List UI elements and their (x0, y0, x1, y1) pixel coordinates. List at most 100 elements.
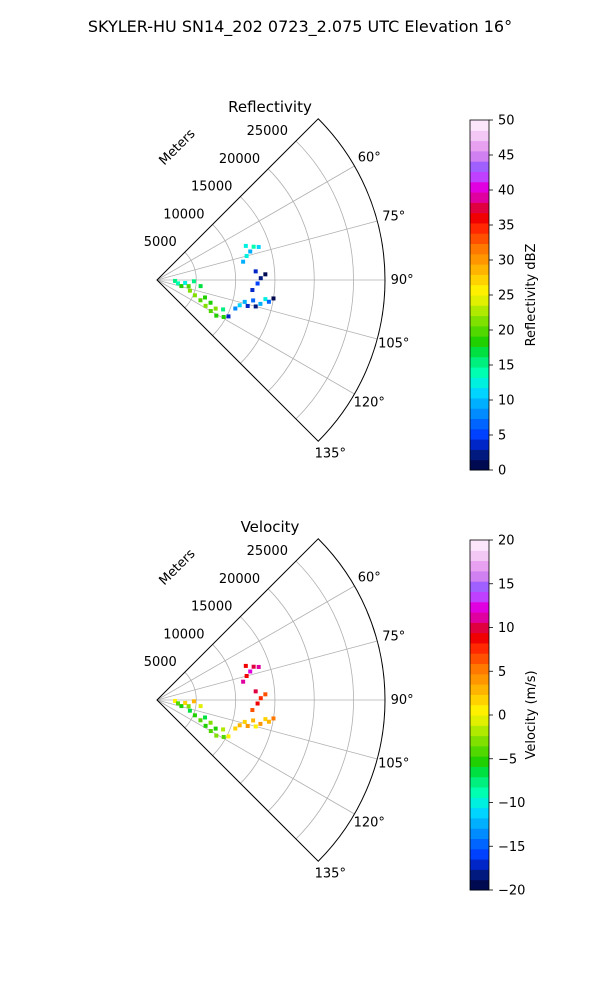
colorbar-segment (470, 828, 489, 840)
data-point (187, 708, 192, 713)
data-point (237, 723, 242, 728)
colorbar-segment (470, 848, 489, 860)
reflectivity-panel: Reflectivity60°75°90°105°120°135°5000100… (144, 98, 539, 479)
azimuth-tick-label: 90° (391, 693, 414, 708)
colorbar-segment (470, 787, 489, 798)
data-point (245, 304, 250, 309)
data-point (192, 293, 197, 298)
data-point (183, 280, 188, 285)
colorbar-segment (470, 550, 489, 562)
colorbar-segment (470, 663, 489, 675)
range-ring (212, 224, 236, 336)
data-point (237, 303, 242, 308)
panel-title: Velocity (241, 518, 300, 536)
data-point (255, 281, 260, 286)
data-point (258, 301, 263, 306)
data-point (233, 306, 238, 311)
range-ring (295, 140, 354, 420)
colorbar-label: Velocity (m/s) (524, 670, 539, 759)
colorbar-segment (470, 838, 489, 850)
data-point (251, 244, 256, 249)
colorbar-segment (470, 715, 489, 726)
colorbar-segment (470, 171, 489, 183)
data-point (192, 713, 197, 718)
data-point (179, 284, 184, 289)
range-ring (267, 588, 315, 812)
colorbar-segment (470, 632, 489, 644)
azimuth-gridline (156, 165, 355, 281)
range-ring (184, 671, 197, 729)
colorbar-segment (470, 694, 489, 706)
colorbar-segment (470, 212, 489, 224)
colorbar-segment (470, 192, 489, 203)
azimuth-tick-label: 120° (354, 396, 385, 411)
colorbar-tick-label: 20 (498, 324, 515, 339)
data-point (186, 704, 191, 709)
data-point (253, 269, 258, 274)
colorbar-tick-label: 20 (498, 534, 515, 549)
colorbar-segment (470, 570, 489, 582)
colorbar-segment (470, 264, 489, 275)
colorbar-segment (470, 120, 489, 131)
colorbar-tick-label: 45 (498, 149, 515, 164)
data-point (250, 708, 255, 713)
data-point (173, 698, 178, 703)
data-point (221, 307, 226, 312)
azimuth-tick-label: 105° (378, 756, 409, 771)
data-point (243, 663, 248, 668)
colorbar-tick-label: 25 (498, 289, 515, 304)
azimuth-gridline (156, 699, 378, 760)
data-point (248, 669, 253, 674)
colorbar-tick-label: 10 (498, 621, 515, 636)
colorbar-label: Reflectivity dBZ (524, 244, 539, 347)
colorbar-tick-label: 15 (498, 577, 515, 592)
azimuth-gridline (156, 640, 378, 701)
colorbar-segment (470, 560, 489, 572)
data-point (263, 717, 268, 722)
data-point (208, 729, 213, 734)
colorbar-segment (470, 766, 489, 778)
data-point (271, 716, 276, 721)
colorbar-segment (470, 253, 489, 265)
azimuth-tick-label: 120° (354, 816, 385, 831)
colorbar-segment (470, 377, 489, 389)
colorbar-segment (470, 284, 489, 296)
colorbar-segment (470, 336, 489, 347)
colorbar-segment (470, 817, 489, 829)
colorbar-segment (470, 449, 489, 461)
data-point (173, 278, 178, 283)
colorbar-segment (470, 745, 489, 757)
data-point (191, 699, 196, 704)
colorbar-segment (470, 346, 489, 358)
colorbar-tick-label: −20 (498, 884, 525, 899)
data-point (208, 300, 213, 305)
colorbar-segment (470, 181, 489, 193)
data-point (198, 718, 203, 723)
range-tick-label: 25000 (247, 124, 288, 139)
colorbar-segment (470, 725, 489, 737)
data-point (263, 692, 268, 697)
range-ring (240, 196, 276, 364)
azimuth-tick-label: 105° (378, 336, 409, 351)
colorbar-segment (470, 408, 489, 420)
colorbar-segment (470, 704, 489, 716)
data-point (198, 704, 203, 709)
colorbar-tick-label: 30 (498, 254, 515, 269)
range-axis-label: Meters (157, 546, 199, 588)
colorbar-segment (470, 233, 489, 245)
data-point (263, 272, 268, 277)
colorbar-tick-label: 40 (498, 184, 515, 199)
azimuth-gridline (156, 699, 355, 815)
data-point (271, 296, 276, 301)
data-point (203, 303, 208, 308)
data-point (191, 279, 196, 284)
sector-outline (156, 538, 386, 862)
data-point (241, 259, 246, 264)
colorbar-segment (470, 859, 489, 870)
range-tick-label: 20000 (219, 152, 260, 167)
data-point (214, 313, 219, 318)
colorbar-segment (470, 325, 489, 337)
data-point (187, 288, 192, 293)
data-point (175, 281, 180, 286)
azimuth-tick-label: 60° (358, 570, 381, 585)
